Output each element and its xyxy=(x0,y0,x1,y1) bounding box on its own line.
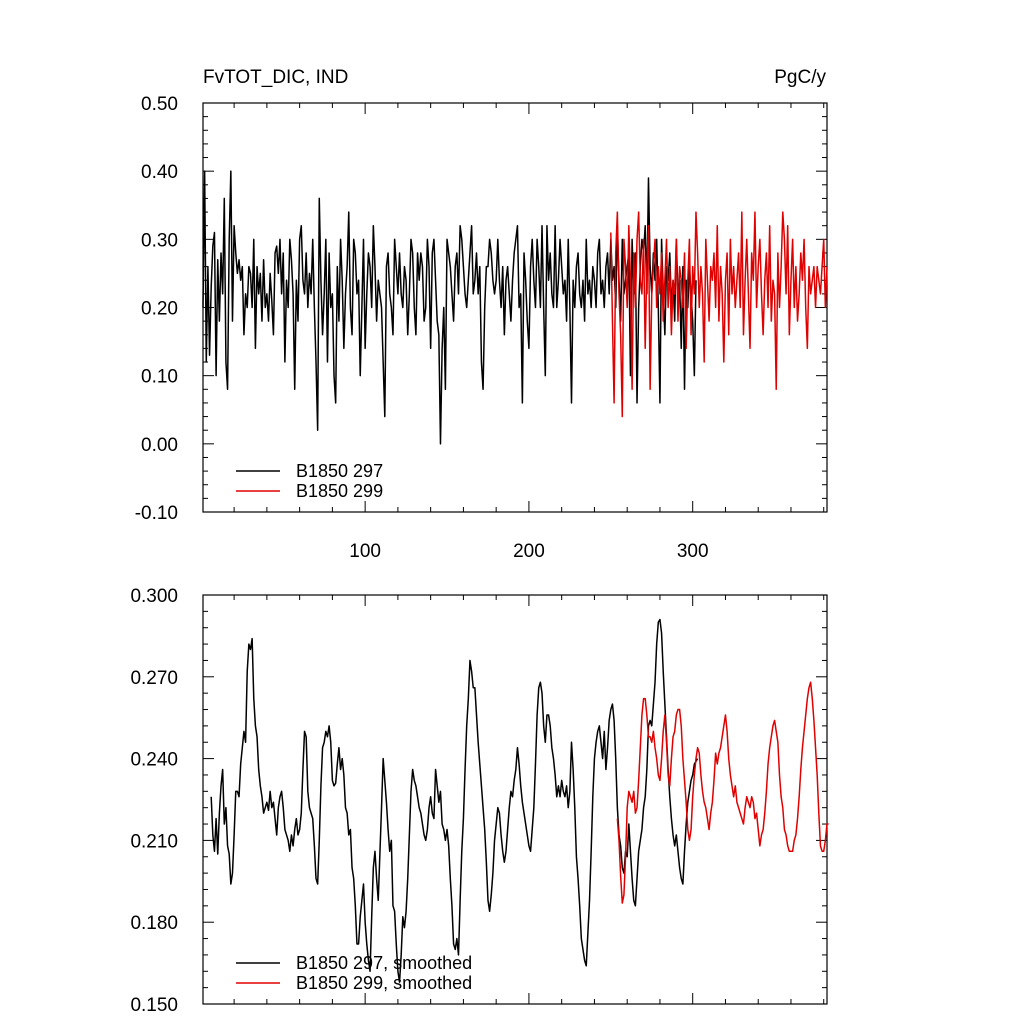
bottom-legend-label-297: B1850 297, smoothed xyxy=(296,953,472,973)
bottom-ticks xyxy=(203,594,827,1005)
bottom-y-tick-labels: 0.150 0.180 0.210 0.240 0.270 0.300 xyxy=(130,586,178,1016)
top-legend-label-297: B1850 297 xyxy=(296,461,383,481)
y-tick-label: 0.30 xyxy=(141,230,178,251)
x-tick-label: 300 xyxy=(677,541,709,562)
y-tick-label: 0.00 xyxy=(141,435,178,456)
top-legend-label-299: B1850 299 xyxy=(296,481,383,501)
y-tick-label: -0.10 xyxy=(135,503,178,524)
top-title-left: FvTOT_DIC, IND xyxy=(203,67,348,88)
series-line-297 xyxy=(210,618,699,983)
y-tick-label: 0.180 xyxy=(130,913,178,934)
bottom-panel: 0.150 0.180 0.210 0.240 0.270 0.300 B1850 297… xyxy=(130,586,829,1016)
y-tick-label: 0.20 xyxy=(141,299,178,320)
bottom-legend: B1850 297, smoothed B1850 299, smoothed xyxy=(236,953,472,993)
y-tick-label: 0.50 xyxy=(141,94,178,115)
y-tick-label: 0.40 xyxy=(141,162,178,183)
bottom-series-lines xyxy=(210,618,829,983)
x-tick-label: 200 xyxy=(513,541,545,562)
bottom-plot-frame xyxy=(202,594,828,1005)
series-line-299 xyxy=(616,681,829,904)
series-line-297 xyxy=(202,170,697,445)
x-tick-label: 100 xyxy=(349,541,381,562)
y-tick-label: 0.300 xyxy=(130,586,178,607)
top-x-tick-labels: 100 200 300 xyxy=(349,541,708,562)
y-tick-label: 0.210 xyxy=(130,831,178,852)
y-tick-label: 0.10 xyxy=(141,367,178,388)
y-tick-label: 0.240 xyxy=(130,750,178,771)
top-y-tick-labels: -0.10 0.00 0.10 0.20 0.30 0.40 0.50 xyxy=(135,94,178,524)
series-line-299 xyxy=(610,211,828,418)
y-tick-label: 0.150 xyxy=(130,995,178,1016)
top-title-right: PgC/y xyxy=(774,67,826,88)
top-panel: FvTOT_DIC, IND PgC/y -0.10 0.00 0.10 0.20 0.… xyxy=(135,67,828,562)
top-series-lines xyxy=(202,170,828,445)
bottom-legend-label-299: B1850 299, smoothed xyxy=(296,973,472,993)
y-tick-label: 0.270 xyxy=(130,668,178,689)
top-legend: B1850 297 B1850 299 xyxy=(236,461,383,501)
